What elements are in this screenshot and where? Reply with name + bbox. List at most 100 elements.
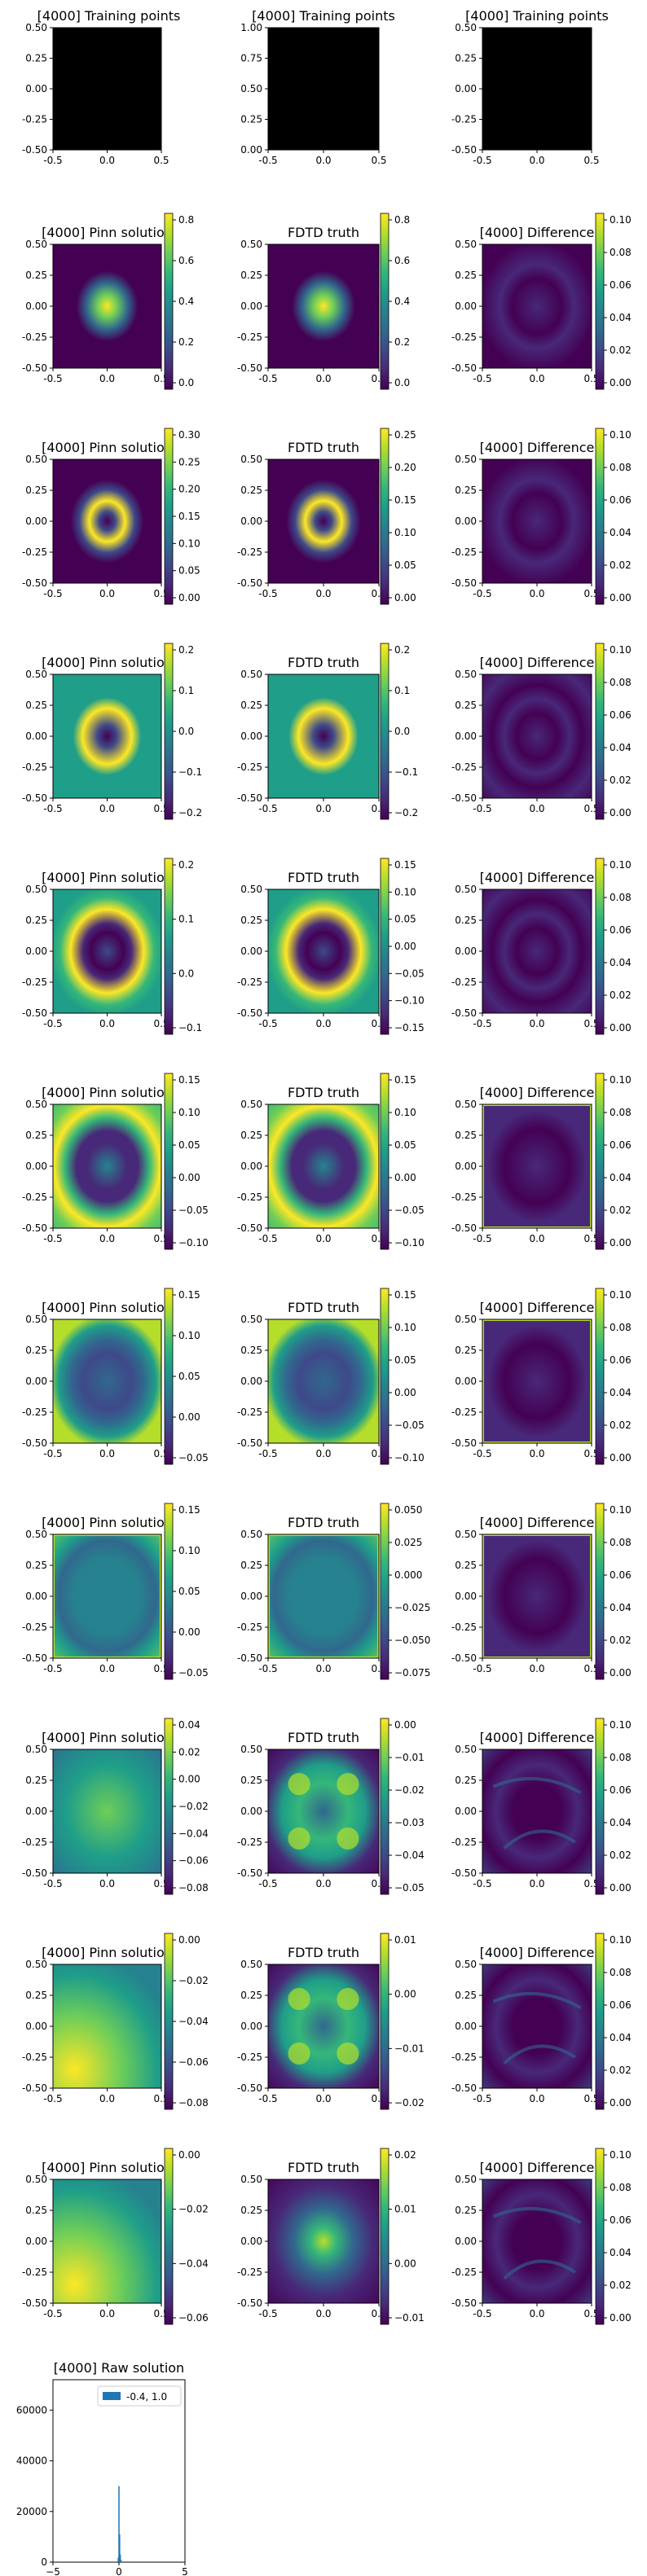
x-tick-label: -0.5: [258, 1233, 277, 1244]
y-tick-label: -0.50: [451, 577, 477, 589]
x-tick-label: 0.0: [99, 1878, 115, 1889]
colorbar-tick-label: −0.06: [178, 2056, 209, 2068]
x-tick-label: 5: [182, 2566, 188, 2576]
colorbar-tick-label: 0.02: [610, 1420, 632, 1431]
colorbar: [380, 1503, 390, 1680]
x-tick-label: -0.5: [43, 373, 62, 384]
heatmap-image: [482, 1749, 592, 1873]
colorbar-tick-label: 0.00: [610, 1452, 632, 1464]
y-tick-label: 0.00: [25, 946, 47, 957]
colorbar-tick-label: −0.050: [394, 1635, 430, 1646]
x-tick-label: 0.0: [315, 373, 331, 384]
colorbar-tick-label: 0.04: [610, 2032, 632, 2043]
y-tick-label: 0.00: [25, 731, 47, 742]
y-tick-label: -0.50: [237, 1222, 262, 1234]
y-tick-label: -0.50: [237, 2297, 262, 2309]
colorbar-tick-label: 0.04: [610, 312, 632, 323]
y-tick-label: -0.50: [22, 1007, 47, 1019]
pinn-panel: [4000] Pinn solution-0.5 0.0 0.50.500.250.…: [22, 428, 200, 605]
heatmap-image: [482, 2179, 592, 2303]
colorbar-tick-label: 0.00: [394, 592, 416, 603]
colorbar: [164, 2148, 174, 2325]
colorbar-tick-label: −0.02: [394, 1784, 425, 1796]
x-tick-label: 0.5: [583, 155, 599, 166]
y-tick-label: 0.00: [240, 1376, 262, 1387]
colorbar-tick-label: 0.15: [178, 511, 200, 522]
colorbar-tick-label: 0.02: [610, 2065, 632, 2076]
colorbar-tick-label: −0.02: [178, 1801, 209, 1812]
colorbar-tick-label: 0.02: [610, 1205, 632, 1216]
fdtd-panel: FDTD truth-0.5 0.0 0.50.500.250.00-0.25-0.…: [237, 1933, 425, 2110]
y-tick-label: 0.25: [25, 2205, 47, 2216]
colorbar-tick-label: 0.15: [394, 1289, 416, 1301]
x-tick-label: -0.5: [473, 1663, 491, 1674]
y-tick-label: 0.50: [240, 669, 262, 680]
colorbar-tick-label: 0.08: [610, 1967, 632, 1978]
y-tick-label: 0.00: [240, 516, 262, 527]
colorbar-tick-label: 0.06: [610, 494, 632, 506]
x-tick-label: 0.0: [529, 1878, 544, 1889]
colorbar-tick-label: 0.0: [394, 377, 410, 388]
diff-panel: [4000] Difference-0.5 0.0 0.50.500.250.00-…: [451, 643, 632, 820]
fdtd-panel: FDTD truth-0.5 0.0 0.50.500.250.00-0.25-0.…: [237, 428, 416, 605]
x-tick-label: 0.0: [529, 373, 544, 384]
colorbar-tick-label: −0.05: [178, 1205, 209, 1216]
y-tick-label: 0.00: [25, 516, 47, 527]
colorbar-tick-label: 0.05: [394, 1354, 416, 1366]
x-tick-label: 0.0: [315, 803, 331, 814]
colorbar-tick-label: 0.05: [178, 1139, 200, 1151]
x-tick-label: 0.5: [153, 155, 169, 166]
x-tick-label: 0.0: [529, 1448, 544, 1459]
x-tick-label: 0.0: [315, 1233, 331, 1244]
colorbar-tick-label: 0.00: [610, 2097, 632, 2109]
y-tick-label: 0.00: [455, 301, 477, 312]
y-tick-label: -0.25: [22, 546, 47, 558]
y-tick-label: -0.50: [451, 362, 477, 374]
colorbar-tick-label: −0.1: [394, 766, 418, 778]
pinn-panel: [4000] Pinn solution-0.5 0.0 0.50.500.250.…: [22, 1718, 209, 1895]
x-tick-label: -0.5: [258, 803, 277, 814]
colorbar-tick-label: 0.10: [610, 2149, 632, 2161]
colorbar-tick-label: 0.8: [178, 214, 194, 226]
y-tick-label: 0.25: [455, 1560, 477, 1571]
y-tick-label: 0.25: [25, 1990, 47, 2001]
y-tick-label: -0.25: [22, 1191, 47, 1203]
colorbar: [595, 1073, 605, 1250]
colorbar: [164, 1073, 174, 1250]
colorbar-tick-label: 0.04: [610, 2247, 632, 2258]
y-tick-label: -0.25: [451, 1622, 477, 1633]
x-tick-label: 0.0: [99, 1233, 115, 1244]
colorbar-tick-label: 0.6: [178, 255, 194, 266]
y-tick-label: 0.25: [25, 1130, 47, 1141]
y-tick-label: 0.50: [455, 1099, 477, 1110]
y-tick-label: 0.25: [240, 2205, 262, 2216]
colorbar-tick-label: 0.06: [610, 1569, 632, 1581]
colorbar-tick-label: 0.2: [178, 644, 194, 656]
pinn-panel: [4000] Pinn solution-0.5 0.0 0.50.500.250.…: [22, 1288, 209, 1465]
x-tick-label: -0.5: [473, 1878, 491, 1889]
y-tick-label: -0.50: [22, 1437, 47, 1449]
heatmap-image: [268, 244, 379, 368]
y-tick-label: 0.50: [25, 1099, 47, 1110]
colorbar-tick-label: 0.02: [610, 344, 632, 356]
y-tick-label: -0.50: [22, 577, 47, 589]
colorbar-tick-label: 0.10: [178, 1545, 200, 1556]
y-tick-label: 0.50: [455, 22, 477, 33]
y-tick-label: 0.50: [455, 454, 477, 465]
y-tick-label: -0.50: [451, 1867, 477, 1879]
x-tick-label: -0.5: [473, 373, 491, 384]
y-tick-label: 0.00: [455, 1591, 477, 1602]
heatmap-image: [482, 1964, 592, 2088]
y-tick-label: 0.25: [240, 1775, 262, 1786]
colorbar-tick-label: 0.15: [178, 1289, 200, 1301]
y-tick-label: 0.50: [455, 1744, 477, 1755]
diff-panel: [4000] Difference-0.5 0.0 0.50.500.250.00-…: [451, 1073, 632, 1250]
panel-title: FDTD truth: [288, 655, 359, 670]
y-tick-label: 0.25: [25, 1345, 47, 1356]
colorbar: [595, 428, 605, 605]
colorbar-tick-label: 0.05: [394, 560, 416, 571]
y-tick-label: -0.50: [237, 362, 262, 374]
x-tick-label: 0.0: [315, 588, 331, 599]
x-tick-label: -0.5: [473, 1448, 491, 1459]
y-tick-label: -0.50: [22, 792, 47, 804]
